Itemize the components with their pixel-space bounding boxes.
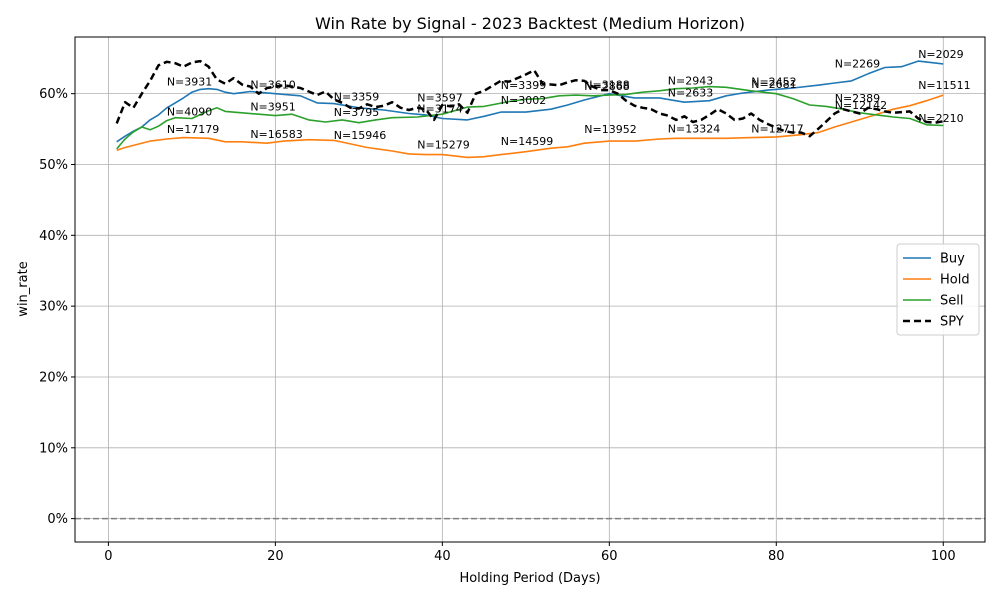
sample-size-label: N=4090	[167, 105, 212, 118]
sample-size-label: N=2389	[835, 92, 880, 105]
x-tick-label: 0	[104, 549, 112, 564]
sample-size-label: N=2210	[918, 112, 963, 125]
y-axis-label: win_rate	[16, 261, 31, 316]
x-tick-label: 80	[768, 549, 785, 564]
legend-frame	[896, 243, 980, 336]
sample-size-label: N=3359	[334, 91, 379, 104]
sample-size-label: N=3610	[250, 79, 295, 92]
legend-label-sell: Sell	[940, 294, 963, 309]
legend-label-buy: Buy	[940, 252, 965, 267]
y-tick-label: 0%	[47, 512, 68, 527]
sample-size-label: N=12717	[751, 122, 803, 135]
y-tick-label: 40%	[39, 229, 68, 244]
sample-size-label: N=3951	[250, 100, 295, 113]
x-tick-label: 40	[434, 549, 451, 564]
sample-size-label: N=13324	[668, 122, 720, 135]
series-line-spy	[115, 59, 944, 138]
sample-size-label: N=2633	[668, 86, 713, 99]
x-axis-label: Holding Period (Days)	[459, 571, 600, 586]
legend-label-spy: SPY	[940, 315, 964, 330]
series-line-hold	[116, 94, 944, 159]
sample-size-label: N=15279	[417, 139, 469, 152]
y-tick-label: 20%	[39, 370, 68, 385]
series-line-buy	[116, 60, 944, 143]
x-tick-label: 100	[931, 549, 956, 564]
y-tick-label: 10%	[39, 441, 68, 456]
axis-ticks: 0 20 40 60 80 100 0% 10% 20% 30% 40% 50% 60%	[39, 87, 956, 564]
y-tick-label: 50%	[39, 158, 68, 173]
sample-size-label: N=11511	[918, 79, 970, 92]
sample-size-label: N=14599	[501, 135, 553, 148]
sample-size-label: N=2452	[751, 76, 796, 89]
x-tick-label: 60	[601, 549, 618, 564]
sample-size-label: N=2943	[668, 74, 713, 87]
plot-area-frame	[74, 36, 986, 543]
sample-size-label: N=2681	[751, 78, 796, 91]
chart-title: Win Rate by Signal - 2023 Backtest (Medi…	[315, 14, 745, 33]
sample-size-label: N=17179	[167, 123, 219, 136]
series-lines	[115, 59, 944, 159]
sample-size-label: N=3002	[501, 94, 546, 107]
sample-size-label: N=15946	[334, 129, 386, 142]
sample-size-label: N=3399	[501, 79, 546, 92]
sample-size-label: N=3931	[167, 76, 212, 89]
sample-size-label: N=3597	[417, 91, 462, 104]
series-line-sell	[116, 85, 944, 150]
legend-label-hold: Hold	[940, 273, 970, 288]
sample-size-label: N=16583	[250, 128, 302, 141]
sample-size-label: N=3188	[584, 79, 629, 92]
sample-size-label: N=2868	[584, 80, 629, 93]
sample-size-label: N=3795	[334, 106, 379, 119]
sample-size-label: N=3174	[417, 103, 462, 116]
y-tick-label: 60%	[39, 87, 68, 102]
y-tick-label: 30%	[39, 300, 68, 315]
x-tick-label: 20	[267, 549, 284, 564]
legend: Buy Hold Sell SPY	[896, 243, 980, 336]
sample-size-label: N=2029	[918, 48, 963, 61]
sample-size-label: N=2269	[835, 57, 880, 70]
sample-size-label: N=13952	[584, 123, 636, 136]
sample-size-label: N=12142	[835, 99, 887, 112]
sample-size-annotations: N=3931 N=4090 N=17179 N=3610 N=3951 N=16583 N=…	[167, 48, 971, 152]
